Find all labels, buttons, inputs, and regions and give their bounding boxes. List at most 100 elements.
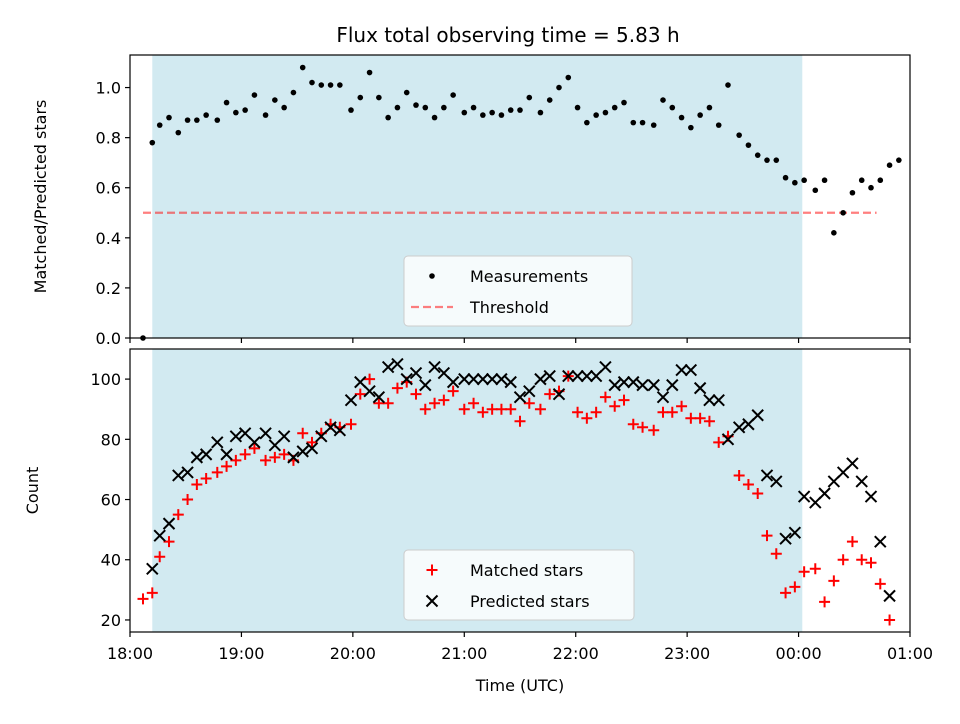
predicted-point xyxy=(608,378,621,392)
predicted-point xyxy=(599,360,612,374)
legend-label: Predicted stars xyxy=(470,592,590,611)
measurement-point xyxy=(611,104,618,111)
matched-point xyxy=(191,478,203,490)
measurement-point xyxy=(175,129,182,136)
measurement-point xyxy=(251,92,258,98)
matched-point xyxy=(137,593,149,605)
measurement-point xyxy=(498,112,505,118)
predicted-point xyxy=(779,532,792,545)
measurement-point xyxy=(166,114,172,121)
predicted-point xyxy=(409,366,423,380)
measurement-point xyxy=(736,132,742,138)
measurement-point xyxy=(281,104,287,111)
matched-point xyxy=(770,548,782,560)
measurement-point xyxy=(517,107,523,113)
series-matched-stars xyxy=(137,370,896,626)
measurement-point xyxy=(896,157,902,163)
legend: Matched stars Predicted stars xyxy=(403,549,635,621)
measurement-point xyxy=(715,122,722,128)
predicted-point xyxy=(162,517,176,530)
predicted-point xyxy=(495,372,508,386)
matched-point xyxy=(648,424,660,436)
matched-point xyxy=(742,478,754,490)
predicted-point xyxy=(467,372,480,386)
matched-point xyxy=(230,454,242,466)
predicted-point xyxy=(534,372,547,386)
matched-point xyxy=(798,566,810,578)
measurement-point xyxy=(792,179,798,186)
measurement-point xyxy=(821,177,828,184)
y-tick-label: 1.0 xyxy=(96,79,121,98)
predicted-point xyxy=(419,378,432,392)
matched-point xyxy=(676,400,688,412)
matched-point xyxy=(438,394,450,406)
matched-point xyxy=(248,442,260,454)
measurement-point xyxy=(621,99,627,106)
axes-frame xyxy=(129,348,911,633)
matched-point xyxy=(458,403,470,415)
matched-point xyxy=(618,394,630,406)
matched-point xyxy=(752,488,764,500)
measurement-point xyxy=(431,114,438,121)
matched-point xyxy=(657,406,669,418)
y-tick-label: 0.4 xyxy=(96,229,121,248)
predicted-point xyxy=(855,475,868,488)
measurement-point xyxy=(413,102,419,108)
matched-point xyxy=(391,382,403,394)
measurement-point xyxy=(480,112,486,118)
predicted-point xyxy=(751,409,764,422)
matched-point xyxy=(819,596,831,608)
matched-point xyxy=(468,397,480,409)
predicted-point xyxy=(199,448,213,461)
measurement-point xyxy=(840,209,846,216)
measurement-point xyxy=(489,109,495,116)
predicted-point xyxy=(220,448,233,461)
predicted-point xyxy=(513,390,527,404)
axes-frame xyxy=(129,54,911,339)
measurement-point xyxy=(574,104,581,111)
legend-marker-measurements xyxy=(429,273,435,279)
matched-point xyxy=(505,403,517,415)
matched-point xyxy=(733,469,745,481)
predicted-point xyxy=(788,526,802,539)
predicted-point xyxy=(391,357,404,371)
measurement-point xyxy=(262,112,269,118)
measurement-point xyxy=(348,107,354,113)
y-axis-label: Count xyxy=(23,467,42,515)
measurement-point xyxy=(422,104,429,111)
x-tick-label: 18:00 xyxy=(107,644,153,663)
measurement-point xyxy=(801,177,807,184)
matched-point xyxy=(809,563,821,575)
predicted-point xyxy=(400,372,413,386)
predicted-point xyxy=(277,430,291,443)
predicted-point xyxy=(172,469,185,482)
measurement-point xyxy=(376,94,382,101)
predicted-point xyxy=(647,378,660,392)
predicted-point xyxy=(617,375,631,389)
measurement-point xyxy=(877,177,884,184)
matched-point xyxy=(297,427,309,439)
measurement-point xyxy=(337,82,343,88)
predicted-point xyxy=(543,369,556,383)
measurement-point xyxy=(357,94,364,101)
measurement-point xyxy=(366,69,373,76)
predicted-point xyxy=(211,436,224,449)
matched-point xyxy=(780,587,792,599)
measurement-point xyxy=(650,122,657,128)
x-tick-label: 22:00 xyxy=(553,644,599,663)
matched-point xyxy=(345,418,357,430)
predicted-point xyxy=(552,387,566,401)
legend-label: Measurements xyxy=(470,267,588,286)
predicted-point xyxy=(296,445,309,458)
y-tick-label: 60 xyxy=(101,491,121,510)
matched-point xyxy=(789,581,801,593)
measurement-point xyxy=(450,92,456,98)
matched-point xyxy=(278,448,290,460)
predicted-point xyxy=(580,369,594,383)
measurement-point xyxy=(678,114,685,121)
matched-point xyxy=(544,388,556,400)
measurement-point xyxy=(184,117,191,123)
predicted-point xyxy=(363,384,376,398)
matched-point xyxy=(846,536,858,548)
measurement-point xyxy=(546,97,553,103)
